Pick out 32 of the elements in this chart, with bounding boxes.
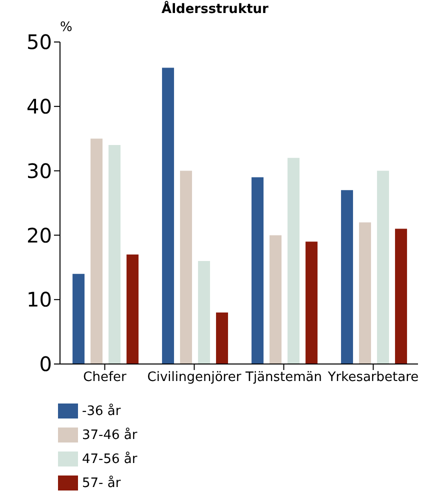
y-tick-label: 50 <box>26 30 52 54</box>
bar <box>359 222 372 364</box>
bar <box>306 242 318 364</box>
legend-label: 57- år <box>82 476 121 491</box>
legend-label: -36 år <box>82 404 121 419</box>
y-tick-label: 20 <box>26 223 52 248</box>
bar <box>341 190 354 364</box>
x-tick-label: Chefer <box>83 370 128 386</box>
x-tick-label: Civilingenjörer <box>147 370 242 386</box>
y-tick-label: 40 <box>26 94 52 118</box>
bar <box>72 274 85 364</box>
bar <box>252 177 264 364</box>
bar <box>108 145 121 364</box>
x-tick-label: Yrkesarbetare <box>326 370 419 386</box>
bar <box>288 158 300 364</box>
legend-label: 37-46 år <box>82 428 138 443</box>
bar <box>270 235 282 364</box>
bar <box>180 170 192 364</box>
bar <box>162 68 174 364</box>
y-tick-label: 10 <box>26 288 52 312</box>
bar <box>395 228 408 364</box>
y-tick-label: 30 <box>26 158 52 183</box>
chart-title: Åldersstruktur <box>160 2 270 17</box>
y-tick-label: 0 <box>39 352 52 376</box>
bar <box>377 170 390 364</box>
bar <box>90 138 103 364</box>
bar <box>198 260 210 364</box>
legend-label: 47-56 år <box>82 452 138 467</box>
x-tick-label: Tjänstemän <box>244 370 322 386</box>
bar <box>216 312 228 364</box>
y-axis-title: % <box>60 20 72 35</box>
bar <box>126 254 139 364</box>
